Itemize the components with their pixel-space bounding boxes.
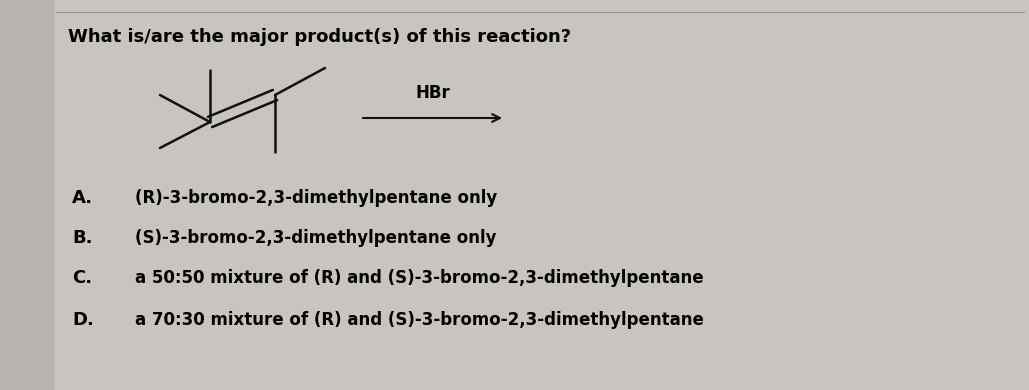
Text: a 50:50 mixture of (R) and (S)-3-bromo-2,3-dimethylpentane: a 50:50 mixture of (R) and (S)-3-bromo-2… [135,269,704,287]
Text: a 70:30 mixture of (R) and (S)-3-bromo-2,3-dimethylpentane: a 70:30 mixture of (R) and (S)-3-bromo-2… [135,311,704,329]
Text: D.: D. [72,311,94,329]
Text: (S)-3-bromo-2,3-dimethylpentane only: (S)-3-bromo-2,3-dimethylpentane only [135,229,497,247]
Text: (R)-3-bromo-2,3-dimethylpentane only: (R)-3-bromo-2,3-dimethylpentane only [135,189,497,207]
Text: B.: B. [72,229,93,247]
Text: What is/are the major product(s) of this reaction?: What is/are the major product(s) of this… [68,28,571,46]
Text: HBr: HBr [415,84,450,102]
Text: A.: A. [72,189,94,207]
Text: C.: C. [72,269,93,287]
Bar [0,0,55,390]
